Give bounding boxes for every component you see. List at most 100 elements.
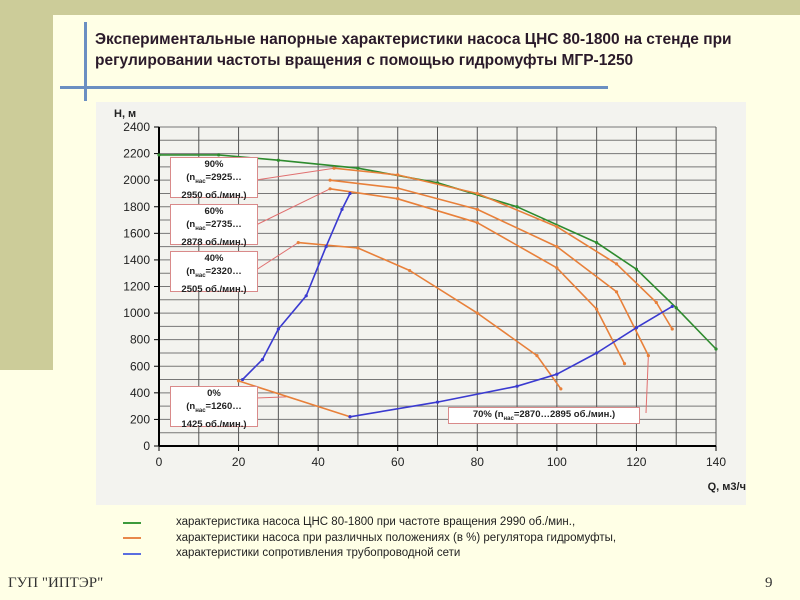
data-point xyxy=(559,387,563,391)
data-point xyxy=(515,205,519,209)
x-tick-label: 100 xyxy=(547,455,567,469)
data-point xyxy=(634,326,639,330)
annotation-leader xyxy=(255,167,335,181)
slide-top-band xyxy=(0,0,800,15)
footer-org: ГУП "ИПТЭР" xyxy=(8,575,104,591)
data-point xyxy=(217,153,221,157)
y-tick-label: 1200 xyxy=(123,280,150,294)
legend-swatch xyxy=(123,537,141,540)
x-tick-label: 0 xyxy=(156,455,163,469)
data-point xyxy=(260,358,265,362)
data-point xyxy=(240,377,245,382)
data-point xyxy=(475,207,479,212)
data-point xyxy=(670,327,674,331)
data-point xyxy=(328,187,332,191)
data-point xyxy=(276,158,280,162)
y-tick-label: 1400 xyxy=(123,253,150,267)
x-axis-label: Q, м3/ч xyxy=(708,481,746,493)
legend: характеристика насоса ЦНС 80-1800 при ча… xyxy=(120,515,616,562)
data-point xyxy=(555,225,559,229)
data-point xyxy=(595,351,599,355)
data-point xyxy=(408,268,412,273)
series-line-90 xyxy=(334,167,673,330)
data-point xyxy=(396,197,400,201)
legend-item-network: характеристики сопротивления трубопровод… xyxy=(120,546,616,562)
y-tick-label: 1000 xyxy=(123,306,150,320)
data-point xyxy=(276,327,280,331)
series-line-70 xyxy=(330,179,650,356)
data-point xyxy=(324,245,328,249)
y-tick-label: 2400 xyxy=(123,120,150,134)
data-point xyxy=(475,191,479,196)
data-point xyxy=(475,221,479,225)
data-point xyxy=(634,267,639,271)
data-point xyxy=(396,173,400,177)
y-tick-label: 2200 xyxy=(123,147,150,161)
annotation-pct: 90% xyxy=(204,159,224,170)
data-point xyxy=(348,415,352,419)
annotation-leader xyxy=(255,396,287,399)
y-axis-label: H, м xyxy=(114,108,136,120)
annotation-70: 70% (nнас=2870…2895 об./мин.) xyxy=(448,407,640,424)
data-point xyxy=(348,191,352,196)
data-point xyxy=(332,166,336,170)
data-point xyxy=(595,241,599,245)
x-tick-label: 120 xyxy=(626,455,646,469)
data-point xyxy=(435,400,440,404)
data-point xyxy=(515,384,519,388)
data-point xyxy=(555,372,559,376)
x-tick-label: 40 xyxy=(311,455,325,469)
page-number: 9 xyxy=(765,575,773,591)
data-point xyxy=(340,207,344,212)
slide-title: Экспериментальные напорные характеристик… xyxy=(95,31,732,69)
data-point xyxy=(475,311,479,315)
series-line-40 xyxy=(298,241,562,390)
data-point xyxy=(535,354,539,358)
legend-swatch xyxy=(123,521,141,524)
y-tick-label: 2000 xyxy=(123,173,150,187)
y-tick-label: 400 xyxy=(130,386,150,400)
data-point xyxy=(595,307,599,311)
annotation-leader xyxy=(255,242,299,271)
annotation-60: 60% (nнас=2735… 2878 об./мин.) xyxy=(170,204,258,248)
annotation-90: 90% (nнас=2925… 2950 об./мин.) xyxy=(170,157,258,201)
x-tick-label: 60 xyxy=(391,455,405,469)
slide-left-band xyxy=(0,0,53,370)
y-tick-label: 1800 xyxy=(123,200,150,214)
data-point xyxy=(328,178,332,182)
data-point xyxy=(714,347,718,351)
annotation-leader xyxy=(255,188,331,226)
y-tick-label: 600 xyxy=(130,359,150,373)
y-tick-label: 200 xyxy=(130,412,150,426)
data-point xyxy=(356,246,360,250)
data-point xyxy=(356,166,360,170)
data-point xyxy=(654,300,658,305)
data-point xyxy=(614,262,619,266)
y-tick-label: 1600 xyxy=(123,226,150,240)
data-point xyxy=(555,245,559,249)
legend-item-pump: характеристика насоса ЦНС 80-1800 при ча… xyxy=(120,515,616,531)
y-tick-label: 800 xyxy=(130,333,150,347)
legend-item-coupling: характеристики насоса при различных поло… xyxy=(120,531,616,547)
data-point xyxy=(555,266,559,270)
x-tick-label: 20 xyxy=(232,455,246,469)
title-vertical-rule xyxy=(84,22,87,101)
data-point xyxy=(614,290,619,294)
annotation-0: 0% (nнас=1260… 1425 об./мин.) xyxy=(170,386,258,430)
annotation-40: 40% (nнас=2320… 2505 об./мин.) xyxy=(170,251,258,295)
data-point xyxy=(157,153,161,157)
data-point xyxy=(236,379,241,383)
series-line-60 xyxy=(329,188,626,364)
data-point xyxy=(304,294,308,298)
legend-swatch xyxy=(123,552,141,555)
data-point xyxy=(670,304,674,309)
title-horizontal-rule xyxy=(60,86,608,89)
y-tick-label: 0 xyxy=(143,439,150,453)
annotation-leader xyxy=(645,355,649,414)
x-tick-label: 140 xyxy=(706,455,726,469)
x-tick-label: 80 xyxy=(471,455,485,469)
data-point xyxy=(674,306,678,310)
data-point xyxy=(396,186,400,190)
data-point xyxy=(622,361,627,366)
